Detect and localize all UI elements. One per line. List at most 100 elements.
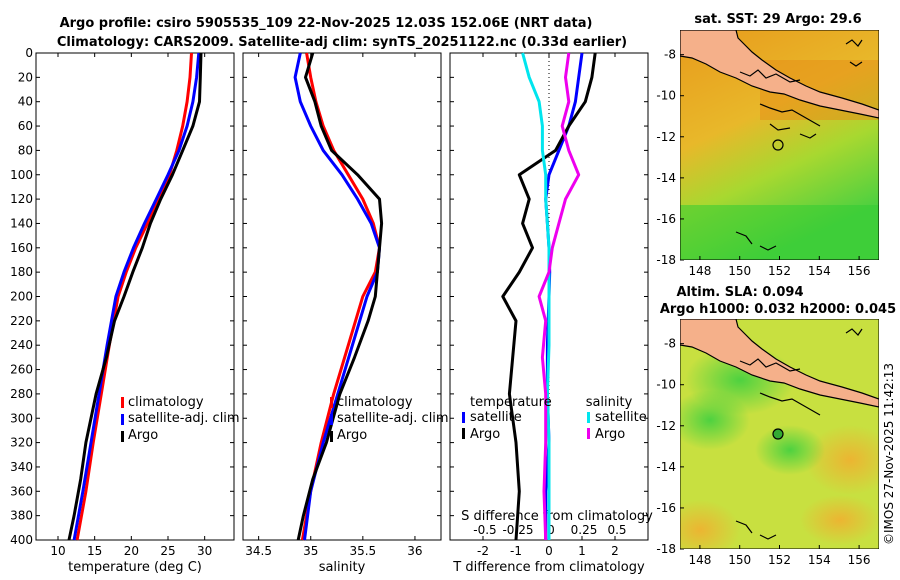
x-tick-label: 10 <box>50 544 65 558</box>
legend-label-climatology: climatology <box>337 395 413 410</box>
y-tick-label: 400 <box>10 533 33 547</box>
x-tick-label: 148 <box>688 553 711 567</box>
y-tick-label: 80 <box>18 143 33 157</box>
land-new-guinea <box>680 30 879 119</box>
series-line-s-argo-clim <box>537 52 581 541</box>
y-tick-label: 20 <box>18 70 33 84</box>
sla-low-patch <box>680 390 750 450</box>
temperature-legend: climatology satellite-adj. clim Argo <box>121 395 240 443</box>
difference-profile-plot: -2 -1 0 1 2 T difference from climatology -0.5… <box>449 52 653 575</box>
y-tick-label: -12 <box>656 130 676 144</box>
sst-map-axes: 148 150 152 154 156 -8 -10 -12 -14 -16 -18 <box>656 48 870 278</box>
x-tick-label: 35 <box>303 544 318 558</box>
x-tick-label: 148 <box>688 264 711 278</box>
y-tick-label: -18 <box>656 253 676 267</box>
sst-map <box>680 30 879 260</box>
x-tick-label: 36 <box>407 544 422 558</box>
plot-frame <box>35 52 235 541</box>
y-tick-label: 280 <box>10 387 33 401</box>
x-tick-label: 34.5 <box>245 544 272 558</box>
coast-detail <box>735 328 863 540</box>
legend-title-salinity: salinity <box>586 395 633 410</box>
sla-high-patch <box>805 425 879 495</box>
x-tick-label: 152 <box>768 553 791 567</box>
x2-tick-label: 0.5 <box>607 523 626 537</box>
legend-label-climatology: climatology <box>128 395 204 410</box>
sla-low-patch <box>755 425 825 475</box>
legend-label-satellite: satellite-adj. clim <box>337 411 449 426</box>
x2-tick-label: 0 <box>547 523 555 537</box>
y-tick-label: -14 <box>656 460 676 474</box>
y-tick-label: 160 <box>10 241 33 255</box>
y-tick-label: 240 <box>10 338 33 352</box>
imos-credit: ©IMOS 27-Nov-2025 11:42:13 <box>882 363 896 545</box>
y-tick-label: 200 <box>10 290 33 304</box>
x2-tick-label: 0.25 <box>571 523 598 537</box>
x-tick-label: 15 <box>87 544 102 558</box>
x2-axis-label: S difference from climatology <box>461 509 653 524</box>
x-tick-label: 2 <box>611 544 619 558</box>
y-tick-label: 300 <box>10 411 33 425</box>
argo-float-marker <box>772 428 784 440</box>
legend-swatch-satellite <box>330 414 333 425</box>
y-tick-label: -16 <box>656 212 676 226</box>
land-new-guinea <box>680 319 879 408</box>
x-axis-label: salinity <box>319 560 366 575</box>
y-tick-label: -8 <box>664 337 676 351</box>
y-tick-label: -18 <box>656 542 676 556</box>
legend-swatch-argo <box>121 431 124 442</box>
sst-map-title: sat. SST: 29 Argo: 29.6 <box>694 12 861 27</box>
y-tick-label: 100 <box>10 168 33 182</box>
y-tick-label: 0 <box>25 46 33 60</box>
x-tick-label: 35.5 <box>349 544 376 558</box>
series-line-argo <box>296 52 384 541</box>
y-tick-label: -14 <box>656 171 676 185</box>
y-tick-label: 360 <box>10 484 33 498</box>
temperature-profile-plot: 0 20 40 60 80 100 120 140 160 180 200 220 240 260 280 3… <box>10 46 235 575</box>
argo-float-marker <box>772 139 784 151</box>
x-axis-label: temperature (deg C) <box>68 560 202 575</box>
x-tick-label: 150 <box>728 553 751 567</box>
x-tick-label: 154 <box>808 264 831 278</box>
x-tick-label: 30 <box>197 544 212 558</box>
x-tick-label: 156 <box>848 553 871 567</box>
legend-swatch-t-argo <box>462 428 465 439</box>
legend-label-satellite: satellite-adj. clim <box>128 411 240 426</box>
legend-title-temperature: temperature <box>470 395 552 410</box>
x-tick-label: 154 <box>808 553 831 567</box>
legend-label-t-argo: Argo <box>470 427 500 442</box>
y-tick-label: -10 <box>656 89 676 103</box>
legend-label-t-satellite: satellite <box>470 410 522 425</box>
series-line-climatology <box>75 52 193 541</box>
y-tick-label: 60 <box>18 119 33 133</box>
salinity-legend: climatology satellite-adj. clim Argo <box>330 395 449 443</box>
sla-map <box>680 319 879 549</box>
x-tick-label: -1 <box>510 544 522 558</box>
x-tick-label: 156 <box>848 264 871 278</box>
legend-label-s-argo: Argo <box>595 427 625 442</box>
header-title-line2: Climatology: CARS2009. Satellite-adj cli… <box>57 35 627 50</box>
y-tick-label: -8 <box>664 48 676 62</box>
y-tick-label: 320 <box>10 436 33 450</box>
legend-label-s-satellite: satellite <box>595 410 647 425</box>
y-tick-label: 40 <box>18 95 33 109</box>
legend-swatch-satellite <box>121 414 124 425</box>
series-line-argo <box>67 52 203 541</box>
x-tick-label: 20 <box>124 544 139 558</box>
legend-swatch-t-satellite <box>462 412 465 423</box>
y-tick-label: -16 <box>656 501 676 515</box>
legend-swatch-climatology <box>121 397 124 408</box>
legend-label-argo: Argo <box>337 428 367 443</box>
series-line-s-satellite-clim <box>521 52 551 540</box>
x-tick-label: 25 <box>160 544 175 558</box>
legend-swatch-argo <box>330 431 333 442</box>
plot-frame <box>242 52 442 541</box>
difference-legend: temperature salinity satellite Argo sate… <box>462 395 647 442</box>
y-tick-label: -10 <box>656 378 676 392</box>
y-tick-label: 180 <box>10 265 33 279</box>
sla-high-patch <box>800 495 879 545</box>
sst-cool-patch <box>680 205 879 260</box>
y-tick-label: 220 <box>10 314 33 328</box>
sla-map-axes: 148 150 152 154 156 -8 -10 -12 -14 -16 -18 <box>656 337 870 567</box>
